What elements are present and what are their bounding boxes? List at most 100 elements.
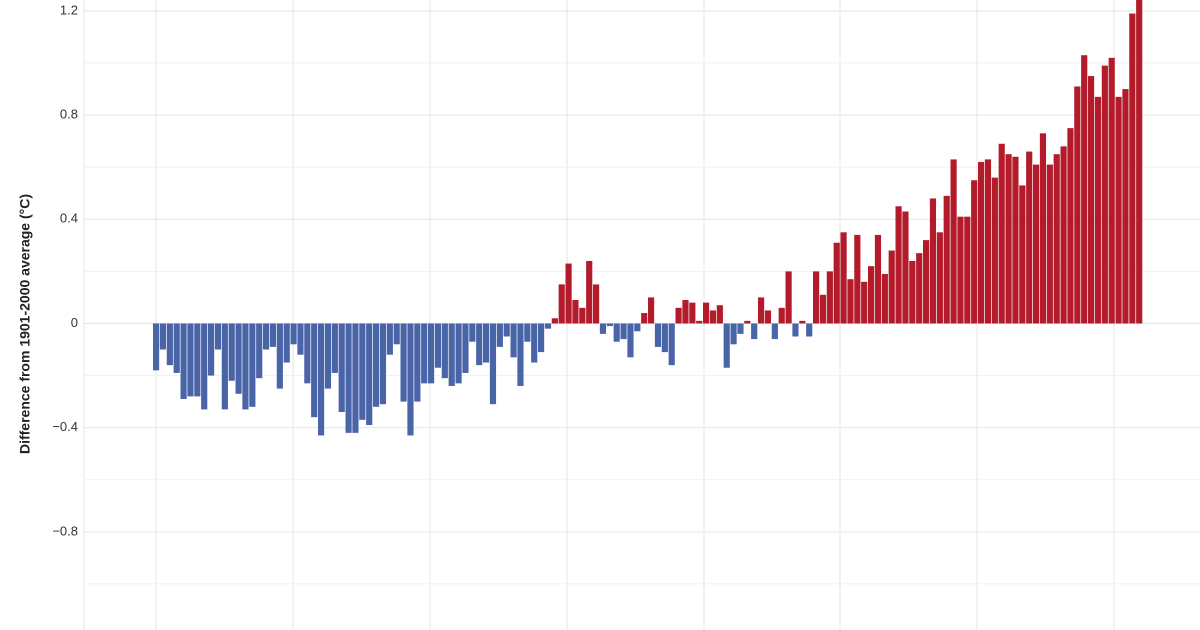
bar — [923, 240, 930, 324]
bar — [242, 323, 249, 410]
bar — [661, 323, 668, 353]
bar — [778, 307, 785, 324]
bar — [324, 323, 332, 389]
bar — [1101, 65, 1108, 324]
bar — [957, 216, 964, 324]
bar — [874, 234, 882, 324]
bar — [716, 305, 723, 324]
bar — [744, 320, 751, 324]
bar — [194, 323, 201, 397]
bar — [675, 307, 682, 324]
bar — [407, 323, 414, 436]
bar — [1019, 185, 1026, 324]
bar — [751, 323, 758, 340]
bar — [572, 300, 579, 324]
bar — [551, 318, 558, 324]
bar — [373, 323, 380, 407]
bar — [833, 242, 840, 324]
bar — [462, 323, 469, 373]
bar — [895, 206, 902, 324]
bar — [806, 323, 813, 337]
bar — [379, 323, 387, 405]
bar — [668, 323, 675, 366]
bar — [256, 323, 263, 379]
bar — [771, 323, 778, 340]
bar — [978, 161, 985, 324]
bar — [909, 260, 916, 324]
bar — [455, 323, 462, 384]
bar — [737, 323, 744, 334]
bar — [263, 323, 270, 350]
bar — [269, 323, 277, 347]
bar — [984, 159, 992, 324]
bar — [868, 266, 875, 324]
bar — [1067, 128, 1074, 324]
bar — [166, 323, 173, 366]
bar — [689, 302, 696, 324]
bar — [943, 195, 950, 324]
bar — [544, 323, 552, 329]
bar — [359, 323, 366, 420]
bar — [634, 323, 641, 332]
bar — [503, 323, 510, 337]
bar — [861, 281, 868, 324]
bar — [159, 323, 167, 350]
bar — [1081, 55, 1088, 324]
bar — [448, 323, 455, 386]
bar — [338, 323, 345, 413]
bar — [1012, 156, 1019, 324]
bar — [1115, 96, 1122, 324]
bar — [606, 323, 613, 327]
bar — [214, 323, 222, 350]
bar — [991, 177, 998, 324]
bar — [1108, 57, 1115, 324]
bar — [558, 284, 565, 324]
bar — [799, 320, 806, 324]
bar — [187, 323, 194, 397]
bar — [331, 323, 338, 373]
bar — [888, 250, 895, 324]
bar — [929, 198, 937, 324]
bar — [696, 320, 703, 324]
bar — [998, 143, 1005, 324]
bar — [297, 323, 304, 355]
bar — [1060, 146, 1067, 324]
bar — [318, 323, 325, 436]
y-tick-label: 0 — [71, 315, 78, 330]
bar — [971, 180, 978, 324]
bar — [1122, 89, 1129, 324]
bar — [764, 310, 772, 324]
y-axis-title: Difference from 1901-2000 average (°C) — [17, 194, 33, 454]
bar — [785, 271, 792, 324]
y-tick-label: −0.4 — [52, 419, 78, 434]
bar — [813, 271, 820, 324]
bar — [400, 323, 407, 402]
y-tick-label: 0.8 — [60, 107, 78, 122]
bar — [276, 323, 283, 389]
bar — [510, 323, 517, 358]
bar — [1088, 76, 1095, 324]
bar — [496, 323, 503, 347]
bar — [881, 273, 888, 324]
bar — [517, 323, 524, 386]
bar — [421, 323, 428, 384]
y-tick-label: 1.2 — [60, 2, 78, 17]
bar — [538, 323, 545, 353]
bar — [613, 323, 620, 342]
bar — [531, 323, 538, 363]
bar — [620, 323, 627, 340]
bar — [579, 307, 586, 324]
bar — [648, 297, 655, 324]
bar — [902, 211, 909, 324]
bar — [1039, 133, 1047, 324]
bar — [524, 323, 531, 342]
bar — [730, 323, 737, 345]
bar — [249, 323, 256, 407]
bar — [208, 323, 215, 376]
bar — [682, 300, 689, 324]
bar — [1129, 13, 1136, 324]
bar — [565, 263, 572, 324]
bar — [854, 234, 861, 324]
bar — [366, 323, 373, 426]
bar — [1005, 154, 1012, 324]
